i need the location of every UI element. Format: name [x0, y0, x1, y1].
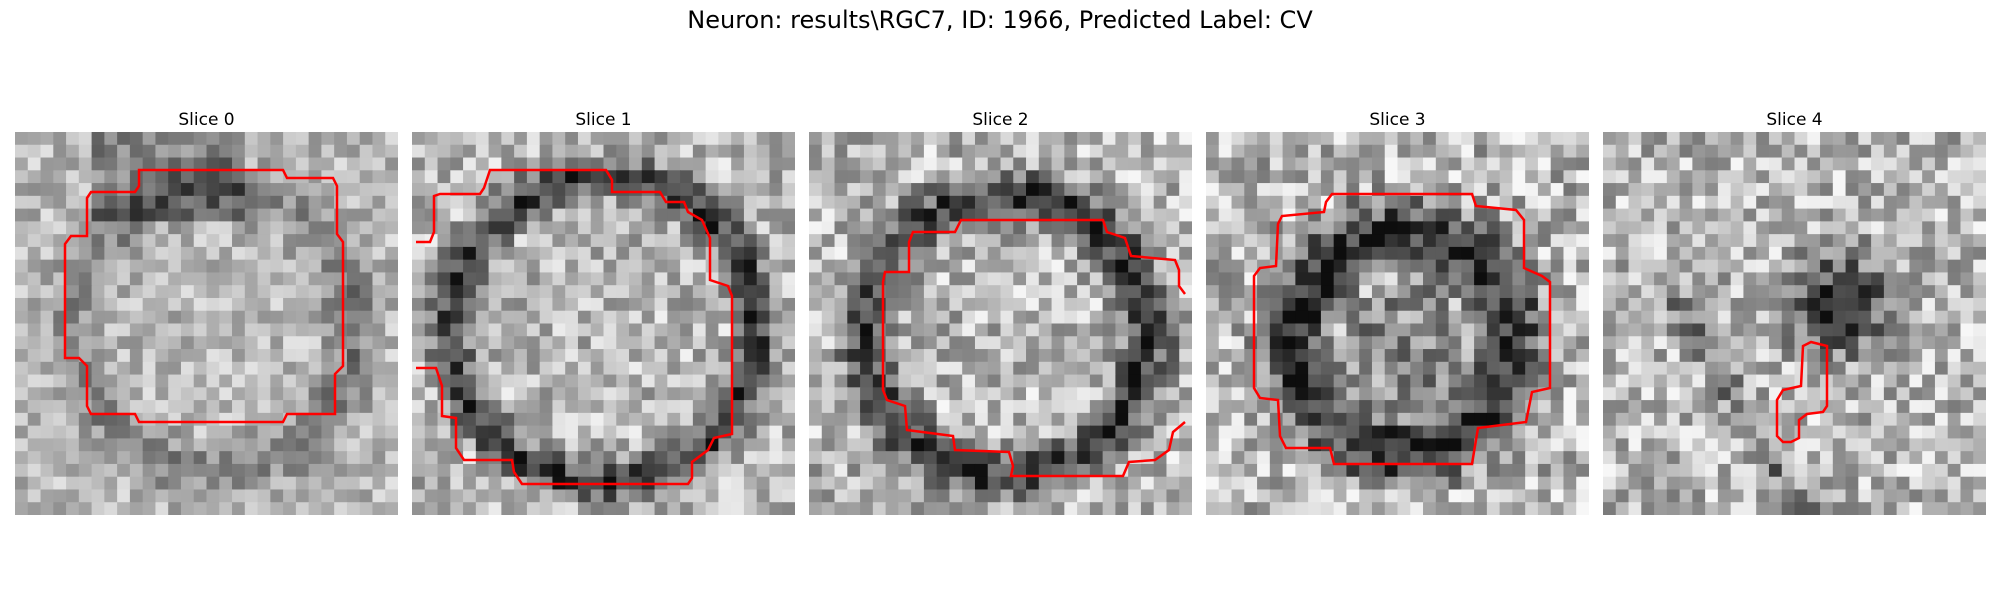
slice-panel-3: Slice 3 — [1206, 108, 1589, 515]
segmentation-contour — [416, 168, 734, 486]
slice-panel-0: Slice 0 — [15, 108, 398, 515]
slice-title: Slice 1 — [575, 110, 632, 130]
segmentation-contour — [63, 168, 345, 424]
segmentation-contour — [881, 218, 1186, 478]
segmentation-contour — [1775, 340, 1829, 444]
figure-title: Neuron: results\RGC7, ID: 1966, Predicte… — [687, 6, 1313, 34]
slice-title: Slice 4 — [1766, 110, 1823, 130]
slice-image — [1603, 132, 1986, 515]
slice-panel-4: Slice 4 — [1603, 108, 1986, 515]
slice-title: Slice 3 — [1369, 110, 1426, 130]
slice-image — [1206, 132, 1589, 515]
slice-panel-1: Slice 1 — [412, 108, 795, 515]
slice-title: Slice 2 — [972, 110, 1029, 130]
slice-image — [809, 132, 1192, 515]
slice-panel-2: Slice 2 — [809, 108, 1192, 515]
slice-image — [15, 132, 398, 515]
segmentation-contour — [1252, 192, 1552, 466]
slice-image — [412, 132, 795, 515]
slice-title: Slice 0 — [178, 110, 235, 130]
